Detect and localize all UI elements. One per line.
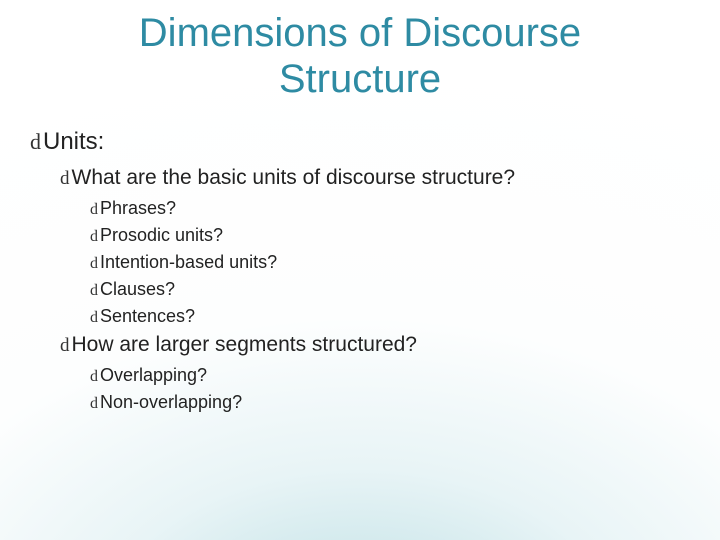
bullet-text: How are larger segments structured? bbox=[72, 333, 418, 357]
bullet-icon: d bbox=[30, 129, 41, 155]
slide-title: Dimensions of Discourse Structure bbox=[30, 10, 690, 102]
bullet-prosodic: d Prosodic units? bbox=[90, 225, 690, 246]
bullet-sentences: d Sentences? bbox=[90, 306, 690, 327]
bullet-text: Phrases? bbox=[100, 198, 176, 219]
bullet-icon: d bbox=[90, 282, 98, 300]
bullet-icon: d bbox=[60, 335, 70, 357]
bullet-clauses: d Clauses? bbox=[90, 279, 690, 300]
bullet-nonoverlapping: d Non-overlapping? bbox=[90, 392, 690, 413]
bullet-icon: d bbox=[90, 395, 98, 413]
bullet-icon: d bbox=[90, 368, 98, 386]
bullet-text: Units: bbox=[43, 128, 104, 156]
bullet-overlapping: d Overlapping? bbox=[90, 365, 690, 386]
bullet-units: d Units: bbox=[30, 128, 690, 156]
bullet-text: Clauses? bbox=[100, 279, 175, 300]
bullet-icon: d bbox=[90, 309, 98, 327]
bullet-text: Overlapping? bbox=[100, 365, 207, 386]
bullet-text: Prosodic units? bbox=[100, 225, 223, 246]
bullet-larger-question: d How are larger segments structured? bbox=[60, 333, 690, 357]
bullet-text: Non-overlapping? bbox=[100, 392, 242, 413]
bullet-basic-question: d What are the basic units of discourse … bbox=[60, 166, 690, 190]
bullet-phrases: d Phrases? bbox=[90, 198, 690, 219]
slide: Dimensions of Discourse Structure d Unit… bbox=[0, 0, 720, 540]
bullet-icon: d bbox=[90, 228, 98, 246]
bullet-icon: d bbox=[60, 168, 70, 190]
bullet-icon: d bbox=[90, 255, 98, 273]
bullet-text: Sentences? bbox=[100, 306, 195, 327]
bullet-icon: d bbox=[90, 201, 98, 219]
bullet-text: Intention-based units? bbox=[100, 252, 277, 273]
bullet-text: What are the basic units of discourse st… bbox=[72, 166, 516, 190]
bullet-intention: d Intention-based units? bbox=[90, 252, 690, 273]
